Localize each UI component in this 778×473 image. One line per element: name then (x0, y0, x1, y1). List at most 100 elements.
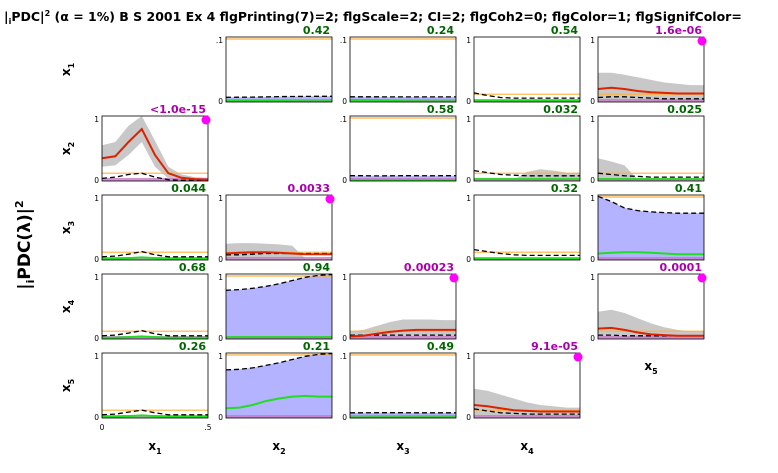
row-label-x4-sub: 4 (67, 299, 76, 305)
col-label-x2-main: x (272, 439, 280, 453)
panel-frame (597, 273, 705, 340)
ylabel-sub: i (24, 280, 37, 284)
y-tick-top: 1 (466, 194, 471, 203)
y-tick-zero: 0 (218, 255, 223, 264)
lower-band (598, 99, 704, 102)
panel-r5-c4: 1 0 9.1e-05 (466, 340, 583, 422)
y-tick-zero: 0 (218, 334, 223, 343)
y-tick-zero: 0 (342, 413, 347, 422)
col-label-x2-sub: 2 (280, 447, 286, 456)
x-tick-zero: 0 (100, 423, 105, 432)
pdc-line (101, 127, 209, 181)
row-label-x1: x1 (59, 62, 76, 76)
row-label-x5: x5 (59, 378, 76, 392)
col-label-x3: x3 (396, 439, 409, 456)
panel-background (474, 37, 580, 102)
threshold-line (225, 273, 333, 291)
lower-band (102, 178, 208, 181)
y-tick-top: 1 (342, 273, 347, 282)
threshold-line (101, 250, 208, 258)
p-value-label: 0.58 (427, 103, 454, 116)
p-value-label: 0.032 (543, 103, 578, 116)
diagonal-label-x5-sub: 5 (652, 367, 658, 376)
panel-r1-c2: .1 0 0.42 (216, 24, 333, 106)
pdc-line (473, 404, 580, 413)
row-label-x3-main: x (59, 226, 73, 234)
pdc-line (350, 99, 456, 103)
p-value-label: 0.54 (551, 24, 578, 37)
pdc-line (102, 414, 208, 418)
significance-marker (325, 194, 335, 204)
y-tick-zero: 0 (342, 334, 347, 343)
panel-background (102, 274, 208, 339)
confidence-interval-band (102, 116, 208, 181)
y-tick-zero: 0 (590, 176, 595, 185)
threshold-line (473, 169, 580, 177)
panel-r3-c4: 100.32 (466, 182, 581, 264)
pdc-line (349, 328, 456, 338)
lower-band (226, 415, 332, 418)
pdc-line (102, 256, 208, 260)
p-value-label: 0.26 (179, 340, 206, 353)
ylabel-pre: | (15, 283, 35, 289)
row-label-x2-sub: 2 (67, 142, 76, 148)
panel-background (102, 195, 208, 260)
y-tick-top: 1 (466, 115, 471, 124)
row-label-x2: x2 (59, 142, 76, 155)
panel-grid: .100.42.100.24100.54101.6e-0610<1.0e-15.… (94, 24, 707, 422)
y-tick-zero: 0 (94, 334, 99, 343)
threshold-line (597, 96, 704, 100)
col-label-x4-main: x (520, 439, 528, 453)
y-axis-label-group: |iPDC(λ)|2 (13, 200, 37, 289)
panel-frame (101, 352, 209, 419)
title-sub: i (9, 17, 12, 26)
panel-frame (597, 194, 705, 261)
col-label-x3-sub: 3 (404, 447, 410, 456)
significance-region (226, 353, 332, 418)
y-tick-top: 1 (218, 352, 223, 361)
significance-marker (573, 352, 583, 362)
y-tick-top: .1 (340, 36, 347, 45)
panel-r1-c5: 1 0 1.6e-06 (590, 24, 707, 106)
panel-frame (349, 36, 457, 103)
p-value-label: 0.21 (303, 340, 330, 353)
diagonal-label-x5-main: x (644, 359, 652, 373)
p-value-label: 0.68 (179, 261, 206, 274)
panel-frame (473, 352, 581, 419)
panel-r5-c2: 100.21 (218, 340, 333, 422)
panel-r4-c2: 100.94 (218, 261, 333, 343)
panel-r3-c2: 1 0 0.0033 (218, 182, 335, 264)
panel-r2-c1: 1 0 <1.0e-15 (94, 103, 211, 185)
p-value-label: 0.044 (171, 182, 206, 195)
figure-title: |iPDC|2 (α = 1%) B S 2001 Ex 4 flgPrinti… (4, 9, 742, 26)
p-value-label: 9.1e-05 (531, 340, 578, 353)
ylabel-main: PDC(λ)| (15, 208, 35, 280)
y-tick-top: 1 (218, 273, 223, 282)
threshold-line (597, 172, 704, 178)
panel-background (350, 353, 456, 418)
panel-frame (101, 273, 209, 340)
title-sup: 2 (45, 9, 51, 18)
threshold-line (101, 172, 208, 181)
panel-frame (225, 36, 333, 103)
panel-frame (597, 115, 705, 182)
threshold-line (473, 408, 580, 415)
col-label-x1-main: x (148, 439, 156, 453)
panel-r2-c4: 1 0 0.032 (466, 103, 581, 185)
col-label-x4: x4 (520, 439, 534, 456)
y-tick-zero: 0 (590, 97, 595, 106)
y-tick-top: .1 (216, 36, 223, 45)
diagonal-label-x5: x5 (644, 359, 658, 376)
title-rest: (α = 1%) B S 2001 Ex 4 flgPrinting(7)=2;… (50, 9, 742, 24)
y-tick-top: 1 (94, 352, 99, 361)
pdc-line (597, 251, 704, 256)
y-tick-top: 1 (590, 194, 595, 203)
panel-r2-c3: .1 0 0.58 (340, 103, 457, 185)
row-label-x1-sub: 1 (67, 62, 76, 68)
y-tick-top: 1 (94, 194, 99, 203)
lower-band (474, 415, 580, 418)
col-label-x4-sub: 4 (528, 447, 534, 456)
p-value-label: <1.0e-15 (150, 103, 206, 116)
panel-frame (101, 194, 209, 261)
